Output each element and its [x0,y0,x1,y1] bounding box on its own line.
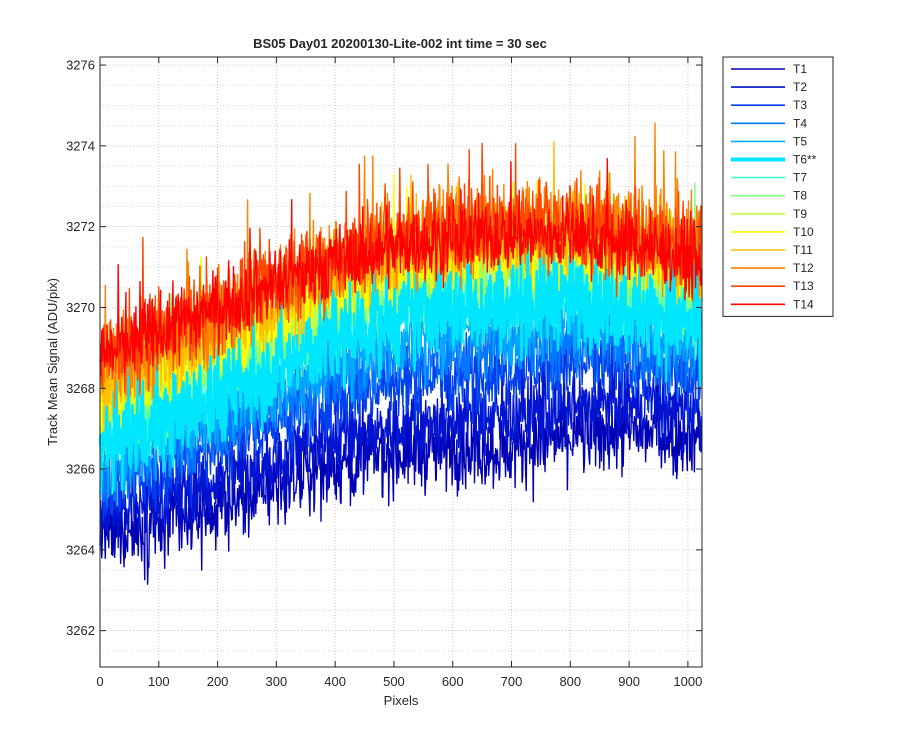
x-tick-label: 200 [207,674,229,689]
legend-label: T14 [793,297,814,311]
y-tick-labels: 3262 3264 3266 3268 3270 3272 3274 3276 [66,58,95,639]
series-line-T6 [98,226,703,494]
legend: T1 T2 T3 T4 T5 T6** T7 T8 T9 T10 T11 T12 T13 T14 [722,56,834,317]
series-line-T2 [99,314,703,549]
y-tick-label: 3268 [66,381,95,396]
y-tick-label: 3274 [66,138,95,153]
legend-label: T10 [793,225,814,239]
legend-label: T13 [793,279,814,293]
y-tick-label: 3266 [66,462,95,477]
plot-frame [99,56,703,668]
chart-title: BS05 Day01 20200130-Lite-002 int time = … [253,36,547,51]
series-group [98,122,703,585]
x-axis-label: Pixels [384,693,419,708]
legend-label: T11 [793,243,813,257]
legend-label: T2 [793,80,807,94]
x-tick-labels: 0 100 200 300 400 500 600 700 800 900 1000 [96,674,702,689]
legend-label: T1 [793,62,807,76]
x-tick-label: 400 [324,674,346,689]
legend-label: T9 [793,207,807,221]
y-tick-label: 3264 [66,542,95,557]
x-tick-label: 100 [148,674,170,689]
x-tick-label: 700 [501,674,523,689]
x-tick-label: 900 [618,674,640,689]
axis-ticks [99,57,702,667]
x-tick-label: 600 [442,674,464,689]
y-tick-label: 3262 [66,623,95,638]
x-tick-label: 1000 [673,674,702,689]
x-tick-label: 500 [383,674,405,689]
x-tick-label: 300 [266,674,288,689]
legend-label: T7 [793,171,807,185]
legend-label: T5 [793,134,807,148]
legend-box [722,56,834,317]
y-tick-label: 3276 [66,58,95,73]
legend-label: T8 [793,189,807,203]
y-tick-label: 3270 [66,300,95,315]
legend-label: T12 [793,261,814,275]
legend-label: T6** [793,153,817,167]
x-tick-label: 800 [559,674,581,689]
legend-label: T3 [793,98,807,112]
y-axis-label: Track Mean Signal (ADU/pix) [45,278,60,446]
series-line-T14 [99,158,703,377]
legend-label: T4 [793,116,807,130]
x-tick-label: 0 [96,674,103,689]
y-tick-label: 3272 [66,219,95,234]
